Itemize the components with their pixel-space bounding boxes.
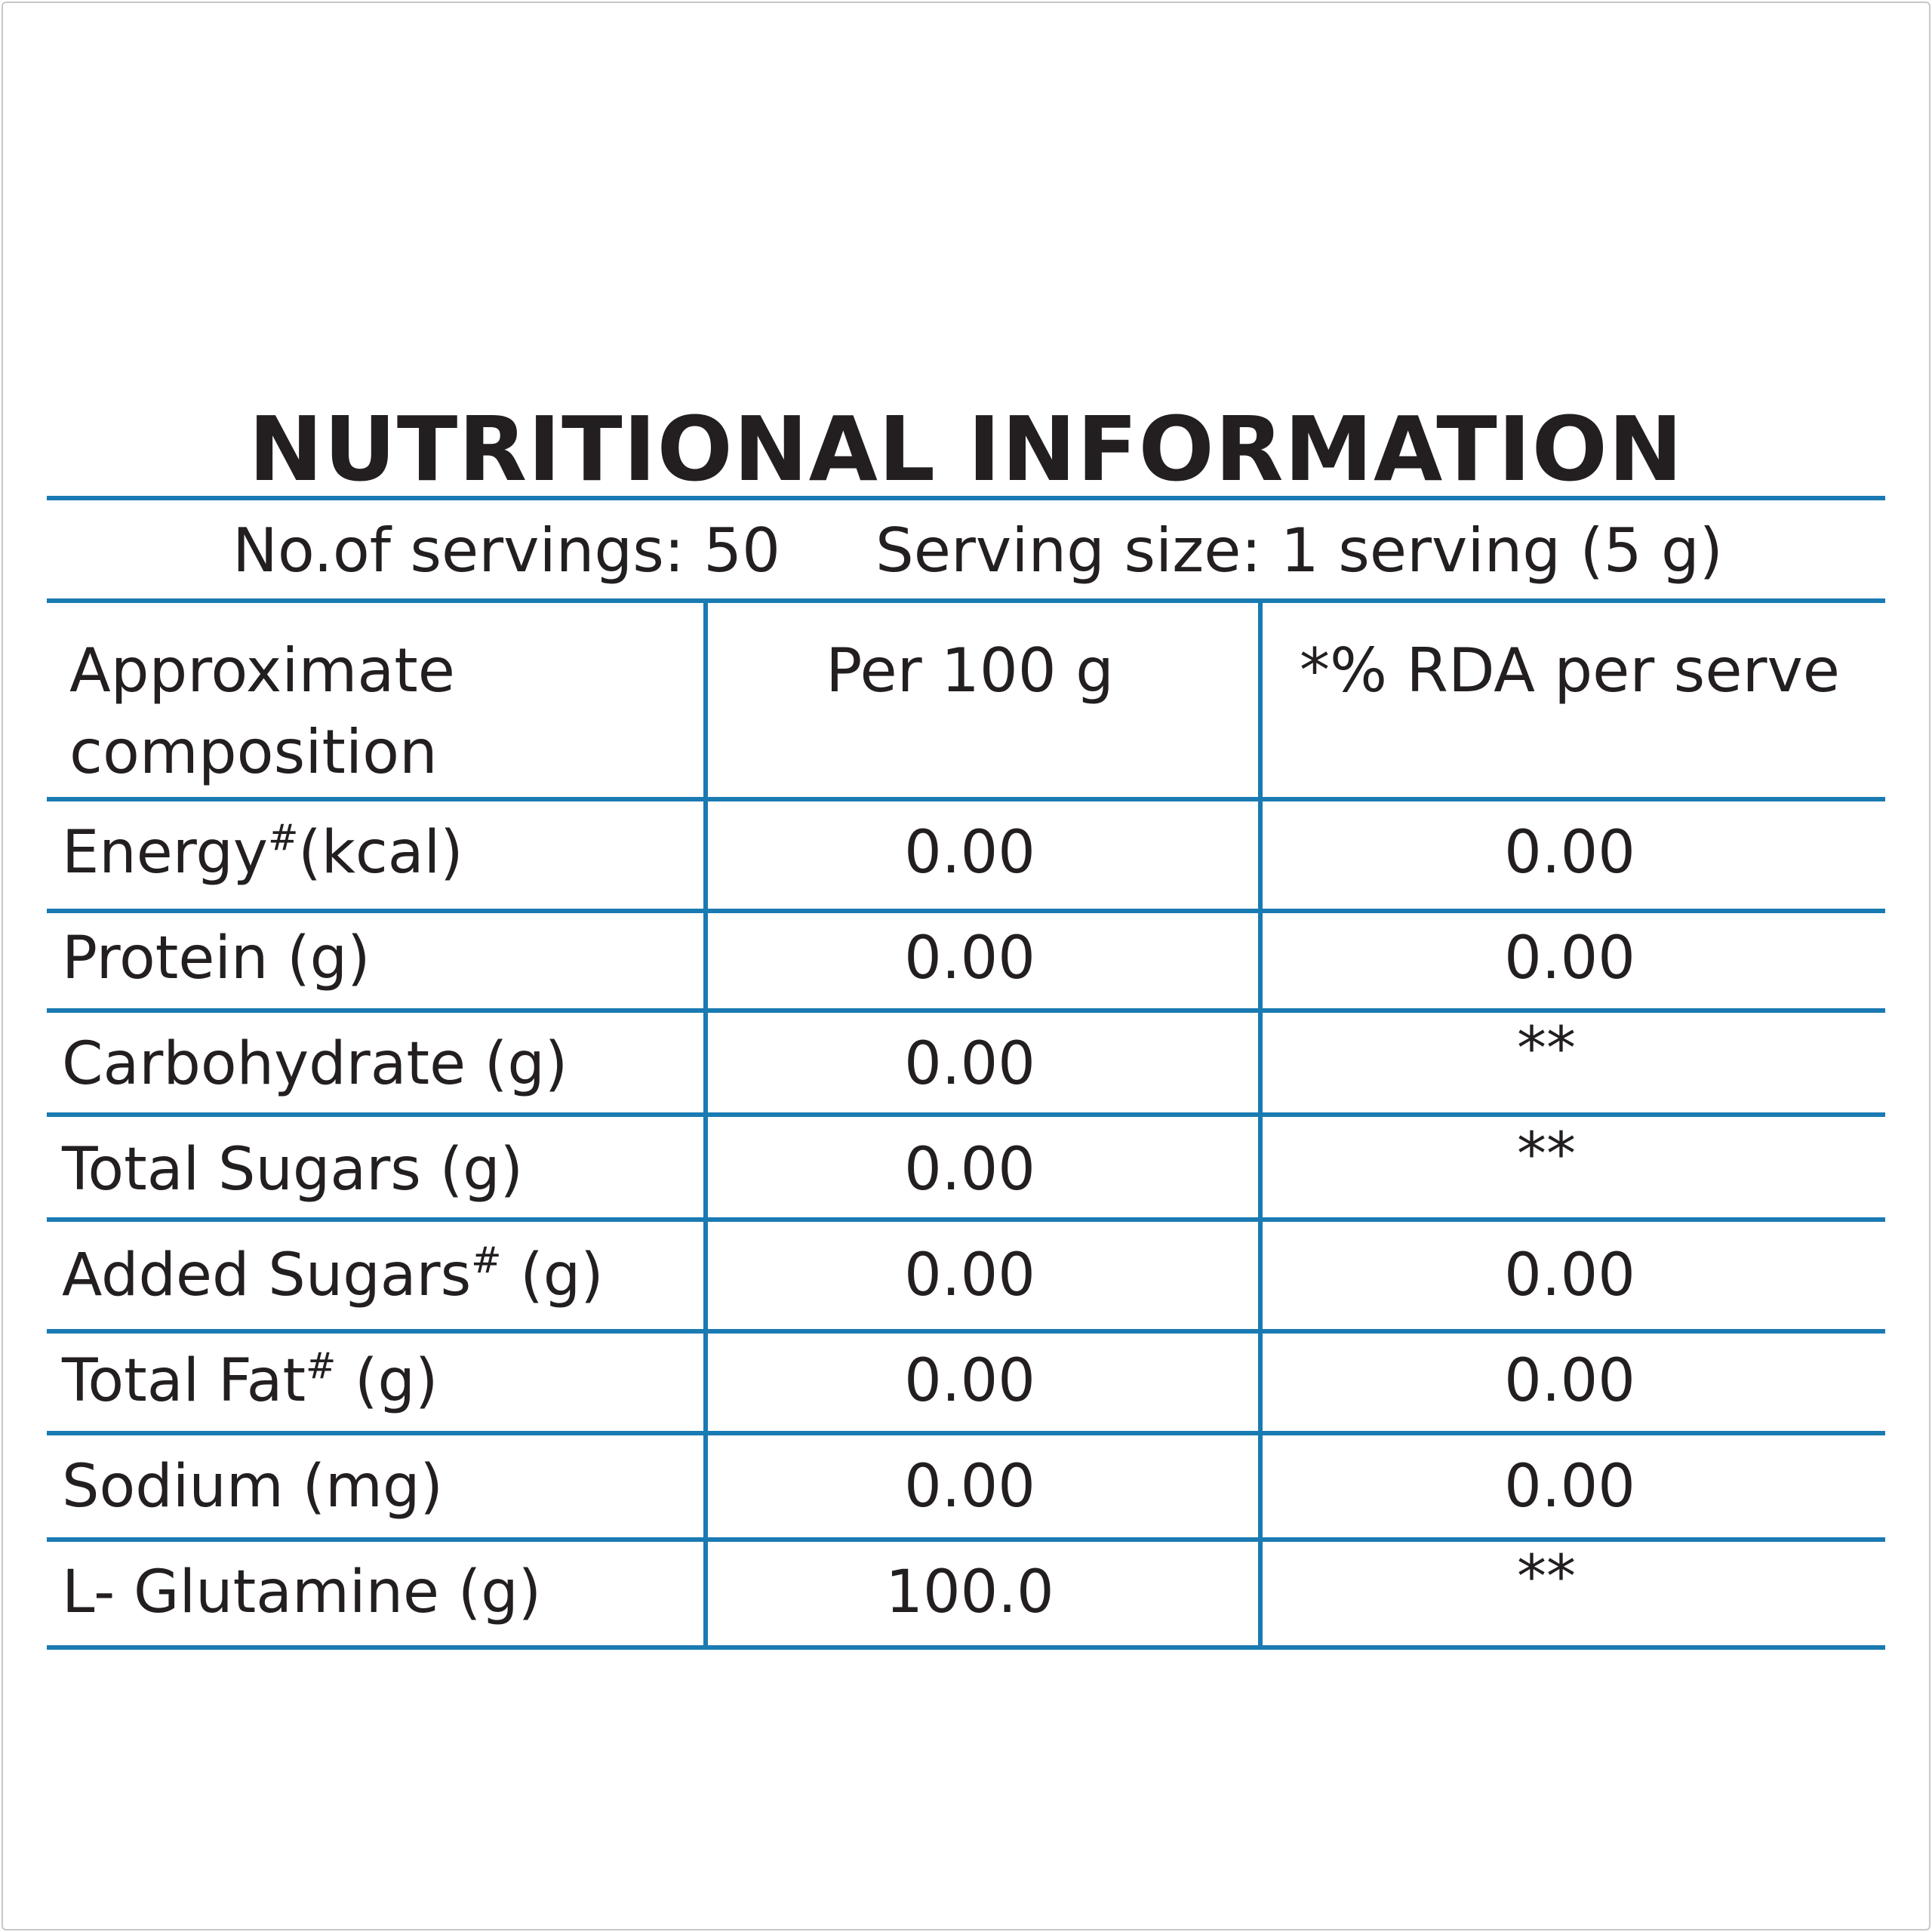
table-cell-rda: ** [1517, 1543, 1576, 1611]
header-composition-line2: composition [69, 717, 438, 787]
column-divider [703, 601, 708, 1648]
table-cell-per100: 0.00 [904, 1347, 1035, 1415]
table-cell-per100: 0.00 [904, 1030, 1035, 1098]
row-divider [47, 1217, 1885, 1222]
table-row-label: Protein (g) [62, 924, 371, 992]
table-row-label: Carbohydrate (g) [62, 1030, 568, 1098]
row-divider [47, 1112, 1885, 1117]
page-title: NUTRITIONAL INFORMATION [248, 397, 1684, 501]
table-cell-rda: 0.00 [1504, 1453, 1635, 1521]
row-divider [47, 1008, 1885, 1013]
servings-count: No.of servings: 50 [232, 515, 781, 586]
table-cell-per100: 0.00 [904, 1453, 1035, 1521]
header-rda: *% RDA per serve [1299, 635, 1841, 706]
table-cell-rda: 0.00 [1504, 819, 1635, 887]
table-cell-per100: 0.00 [904, 1241, 1035, 1309]
table-row-label: Sodium (mg) [62, 1453, 443, 1521]
table-cell-rda: 0.00 [1504, 924, 1635, 992]
rule-header-bottom [47, 797, 1885, 801]
table-cell-rda: 0.00 [1504, 1347, 1635, 1415]
table-cell-per100: 0.00 [904, 924, 1035, 992]
table-cell-rda: ** [1517, 1121, 1576, 1189]
row-divider [47, 1329, 1885, 1334]
rule-bottom [47, 1645, 1885, 1650]
table-cell-per100: 0.00 [904, 819, 1035, 887]
table-cell-rda: ** [1517, 1015, 1576, 1083]
rule-servings-bottom [47, 598, 1885, 603]
row-divider [47, 1431, 1885, 1435]
rule-top [47, 496, 1885, 500]
row-divider [47, 909, 1885, 913]
table-row-label: Total Sugars (g) [62, 1136, 524, 1204]
table-cell-rda: 0.00 [1504, 1241, 1635, 1309]
row-divider [47, 1537, 1885, 1542]
table-row-label: Total Fat# (g) [62, 1345, 438, 1415]
header-composition-line1: Approximate [69, 635, 456, 706]
column-divider [1258, 601, 1263, 1648]
header-per-100g: Per 100 g [826, 635, 1114, 706]
table-row-label: Added Sugars# (g) [62, 1239, 604, 1309]
table-row-label: L- Glutamine (g) [62, 1558, 542, 1626]
table-cell-per100: 100.0 [885, 1558, 1054, 1626]
table-row-label: Energy#(kcal) [62, 817, 463, 887]
serving-size: Serving size: 1 serving (5 g) [875, 515, 1724, 586]
table-cell-per100: 0.00 [904, 1136, 1035, 1204]
